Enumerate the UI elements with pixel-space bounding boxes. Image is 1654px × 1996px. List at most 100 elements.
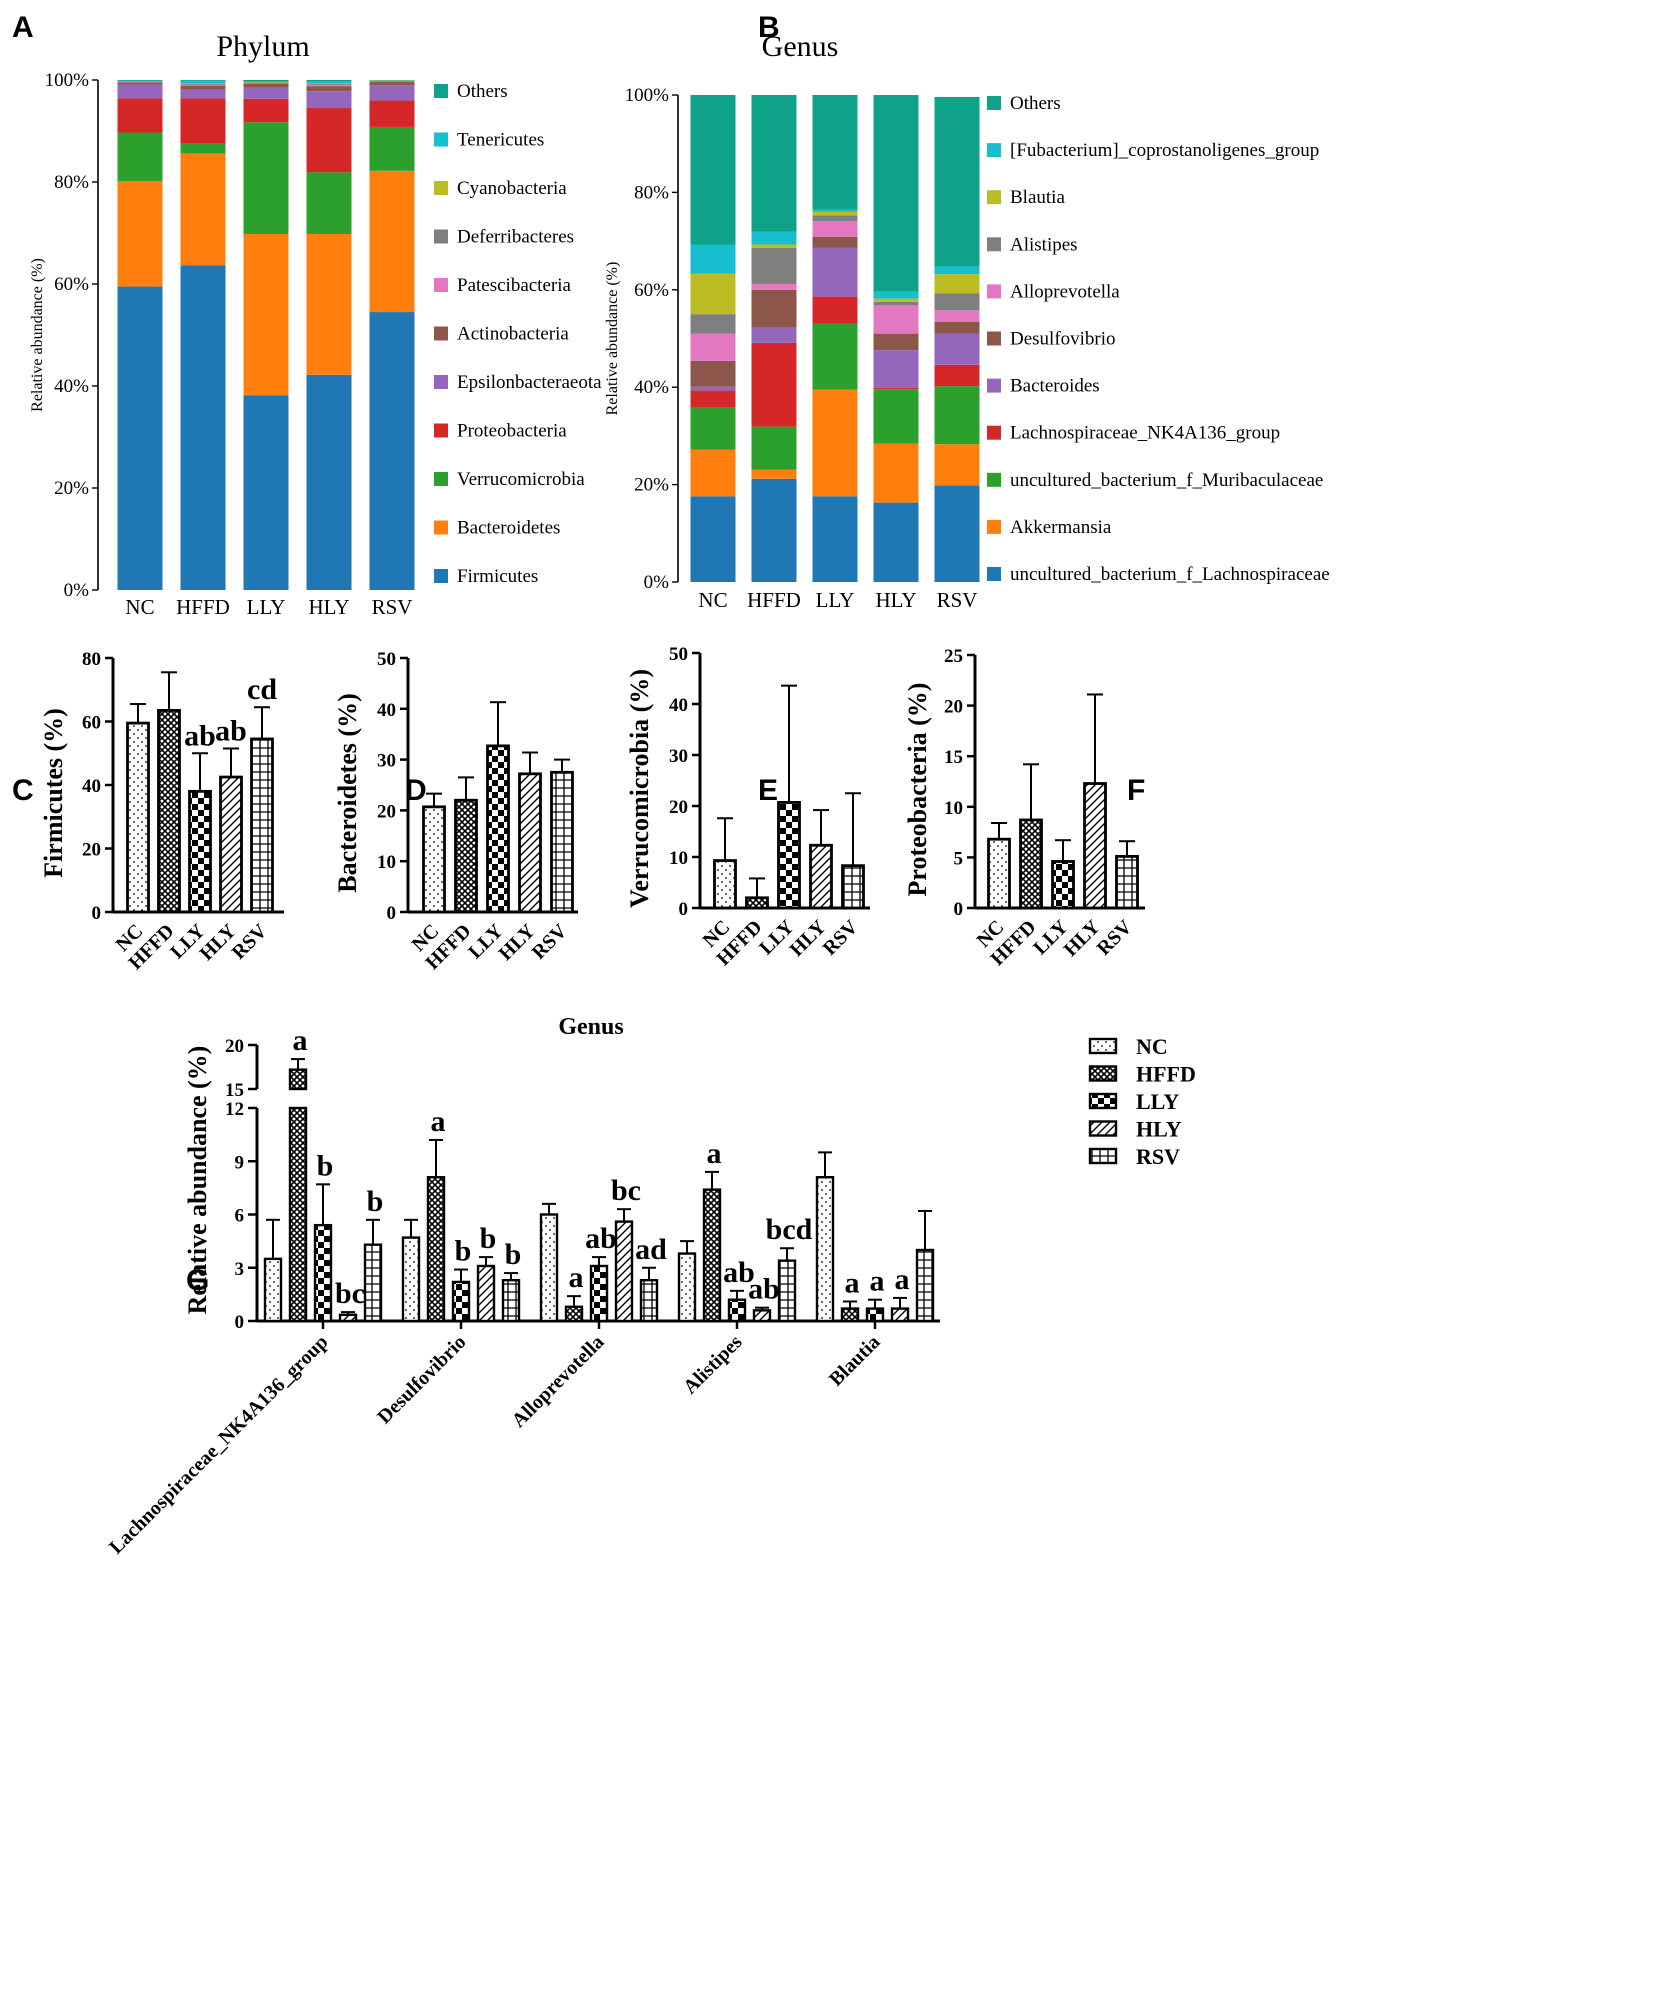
legend-label-bacteroides: Bacteroides xyxy=(1010,376,1100,397)
bar-segment-nc-proteobacteria xyxy=(117,98,163,133)
bar-segment-hffd-blautia xyxy=(751,244,797,248)
y-tick-label: 80% xyxy=(634,182,669,203)
bar-hly xyxy=(809,843,833,910)
bar-alloprevotella-hly xyxy=(614,1220,634,1323)
bar-segment-hly-bacteroidetes xyxy=(306,234,352,375)
bar-segment-nc-alloprevotella xyxy=(690,333,736,361)
bar-segment-hffd-alistipes xyxy=(751,247,797,284)
bar-lachnospiraceae-nk4a136-group-rsv xyxy=(363,1243,383,1323)
y-tick-label: 60% xyxy=(634,280,669,301)
bar-segment-hly-fubacterium-coprostanoligenes-group xyxy=(873,291,919,299)
bar-segment-hly-alloprevotella xyxy=(873,305,919,334)
x-category-label: HFFD xyxy=(747,588,801,612)
panel-letter-a: A xyxy=(12,11,34,44)
y-tick-label: 0 xyxy=(954,899,964,920)
x-category-label: HFFD xyxy=(176,595,230,619)
bar-lly xyxy=(188,789,212,914)
legend-label-proteobacteria: Proteobacteria xyxy=(457,421,567,442)
x-group-label: Blautia xyxy=(825,1331,885,1391)
bar-hffd xyxy=(454,798,478,914)
legend-label-epsilonbacteraeota: Epsilonbacteraeota xyxy=(457,372,602,393)
legend-label-alistipes: Alistipes xyxy=(1010,234,1078,255)
legend-swatch-nc xyxy=(1088,1037,1118,1055)
legend-swatch-actinobacteria xyxy=(434,326,448,341)
x-category-label: RSV xyxy=(937,588,978,612)
x-category-label: HLY xyxy=(875,588,916,612)
significance-label: ab xyxy=(184,719,216,752)
x-category-label: RSV xyxy=(1093,916,1137,960)
legend-label-hffd: HFFD xyxy=(1136,1062,1196,1087)
bar-segment-lly-others xyxy=(243,80,289,82)
bar-segment-lly-verrucomicrobia xyxy=(243,122,289,235)
bar-lachnospiraceae-nk4a136-group-hffd xyxy=(288,1106,308,1323)
bar-lly xyxy=(486,744,510,914)
chart-title: Genus xyxy=(762,30,839,63)
bar-segment-nc-deferribacteres xyxy=(117,81,163,83)
legend-label-desulfovibrio: Desulfovibrio xyxy=(1010,329,1116,350)
y-tick-label: 50 xyxy=(377,649,396,670)
x-group-label: Lachnospiraceae_NK4A136_group xyxy=(105,1331,332,1558)
bar-hly xyxy=(1083,782,1107,910)
bar-rsv xyxy=(841,864,865,910)
bar-nc xyxy=(126,721,150,914)
y-tick-label: 0 xyxy=(387,903,397,924)
bar-segment-hly-verrucomicrobia xyxy=(306,172,352,235)
legend-label-lly: LLY xyxy=(1136,1089,1179,1114)
legend-label-rsv: RSV xyxy=(1136,1144,1180,1169)
bar-segment-hffd-firmicutes xyxy=(180,265,226,590)
legend-swatch-desulfovibrio xyxy=(987,331,1001,346)
panel-letter-b: B xyxy=(758,11,780,44)
bar-alloprevotella-lly xyxy=(589,1264,609,1323)
bar-segment-nc-tenericutes xyxy=(117,80,163,82)
bar-alistipes-hly xyxy=(752,1309,772,1323)
bar-segment-rsv-alloprevotella xyxy=(934,310,980,322)
y-axis-label: Relative abundance (%) xyxy=(29,258,46,412)
bar-hly xyxy=(219,775,243,914)
bar-segment-hffd-epsilonbacteraeota xyxy=(180,89,226,99)
legend-label-tenericutes: Tenericutes xyxy=(457,130,544,151)
panel-letter-c: C xyxy=(12,774,34,807)
y-tick-label: 20 xyxy=(669,797,688,818)
legend-label-firmicutes: Firmicutes xyxy=(457,566,538,587)
bar-segment-lly-bacteroides xyxy=(812,247,858,297)
legend-swatch-fubacterium-coprostanoligenes-group xyxy=(987,143,1001,158)
bar-nc xyxy=(422,805,446,914)
y-tick-label: 12 xyxy=(225,1099,244,1120)
y-tick-label: 100% xyxy=(45,70,90,91)
bar-segment-hffd-bacteroides xyxy=(751,327,797,343)
bar-segment-rsv-bacteroidetes xyxy=(369,170,415,313)
legend-label-deferribacteres: Deferribacteres xyxy=(457,227,574,248)
legend-label-patescibacteria: Patescibacteria xyxy=(457,275,572,296)
panel-a-phylum-chart: Phylum 0% 20% 40% 60% 80% 100% Relative abundan… xyxy=(29,30,602,619)
bar-lly xyxy=(1051,860,1075,910)
bar-segment-rsv-firmicutes xyxy=(369,312,415,590)
bar-segment-hly-proteobacteria xyxy=(306,108,352,173)
legend-label-others: Others xyxy=(1010,93,1061,114)
y-tick-label: 40 xyxy=(669,695,688,716)
y-tick-label: 60% xyxy=(54,274,89,295)
legend-swatch-cyanobacteria xyxy=(434,181,448,195)
y-tick-label: 40% xyxy=(54,376,89,397)
x-category-label: LLY xyxy=(247,595,286,619)
y-axis-label: Proteobacteria (%) xyxy=(903,683,932,897)
bar-segment-nc-verrucomicrobia xyxy=(117,132,163,181)
bar-desulfovibrio-nc xyxy=(401,1236,421,1323)
x-category-label: RSV xyxy=(819,916,863,960)
bar-segment-lly-tenericutes xyxy=(243,81,289,83)
bar-segment-hly-blautia xyxy=(873,298,919,302)
legend-label-alloprevotella: Alloprevotella xyxy=(1010,281,1120,302)
y-tick-label: 80% xyxy=(54,172,89,193)
bar-rsv xyxy=(1115,854,1139,910)
bar-segment-lly-fubacterium-coprostanoligenes-group xyxy=(812,209,858,212)
x-category-label: NC xyxy=(698,588,727,612)
bar-segment-hly-alistipes xyxy=(873,301,919,306)
bar-segment-nc-blautia xyxy=(690,273,736,315)
bar-segment-rsv-tenericutes xyxy=(369,80,415,81)
y-tick-label: 40 xyxy=(377,700,396,721)
y-tick-label: 20 xyxy=(377,801,396,822)
significance-label: a xyxy=(293,1024,308,1057)
bar-segment-nc-cyanobacteria xyxy=(117,81,163,82)
bar-segment-hly-bacteroides xyxy=(873,350,919,388)
legend-swatch-bacteroidetes xyxy=(434,520,448,535)
